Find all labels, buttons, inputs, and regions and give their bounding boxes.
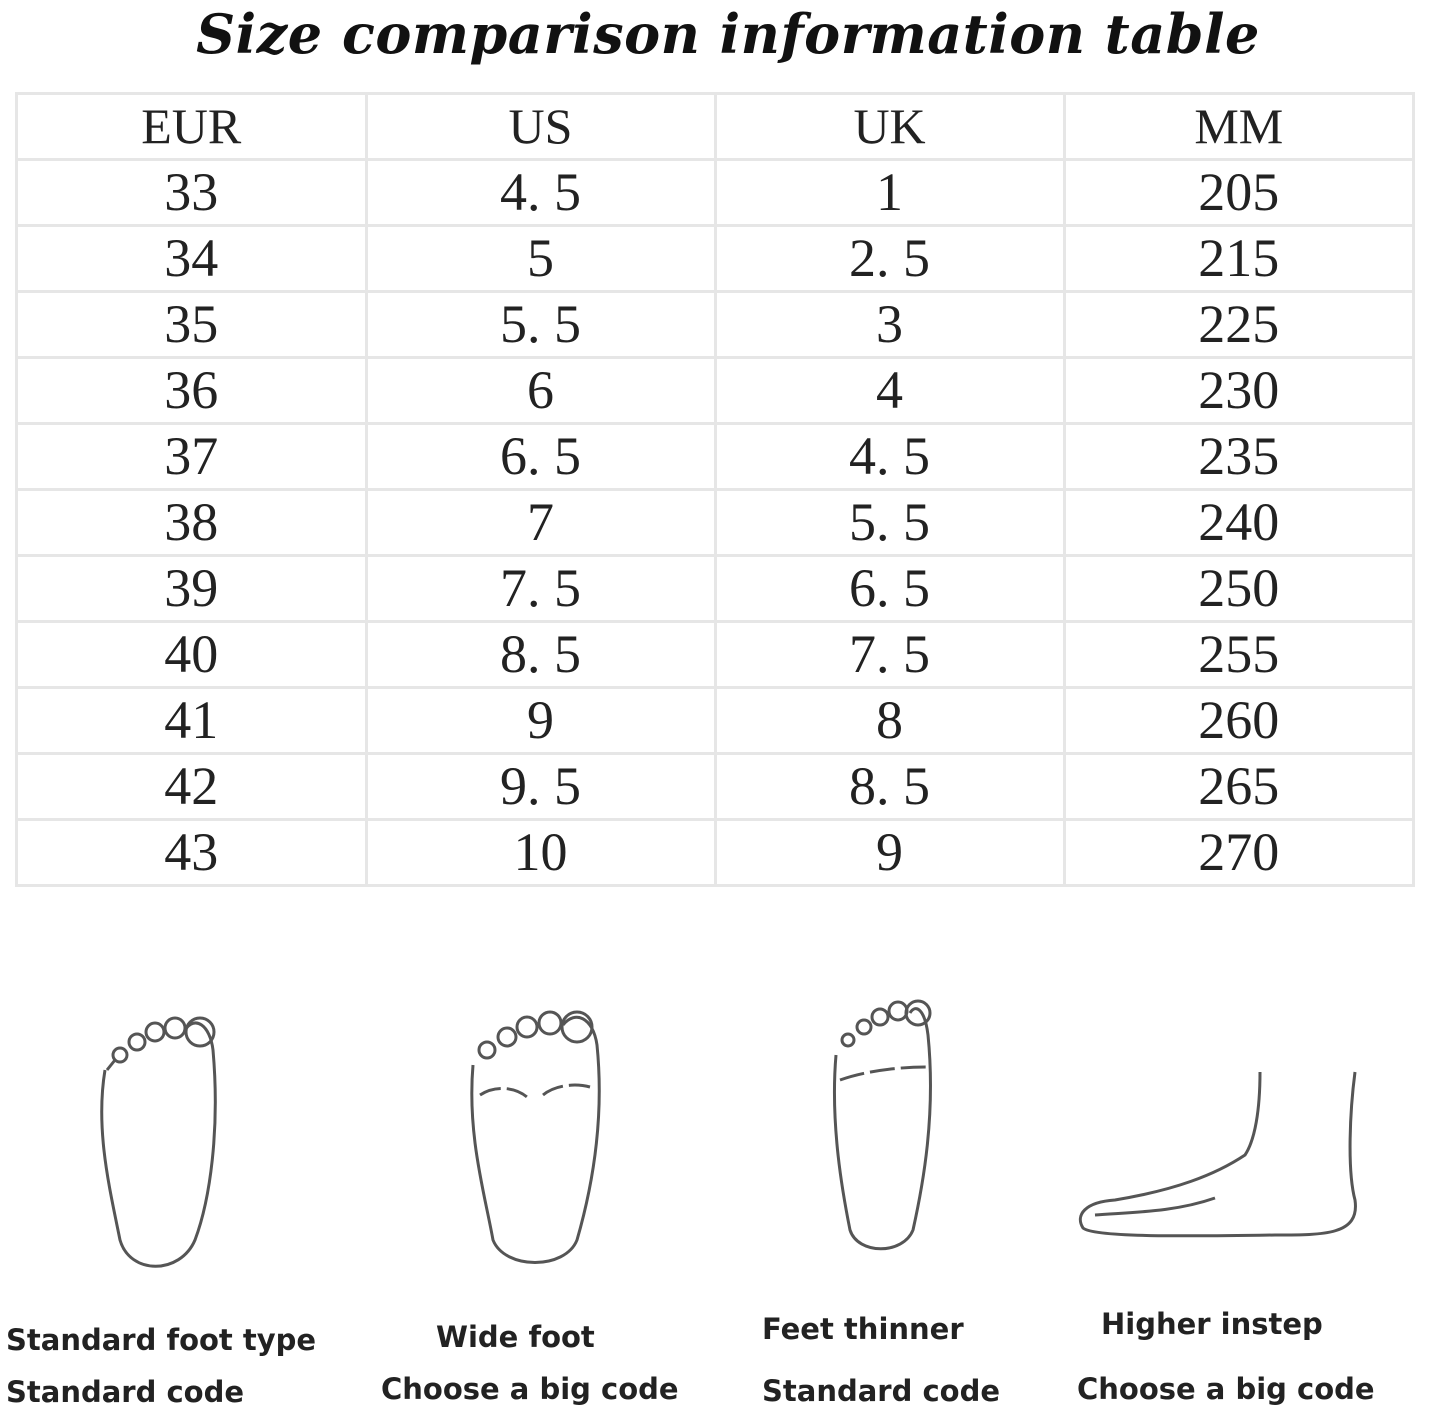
table-cell: 8. 5: [713, 752, 1066, 821]
table-row: 38 7 5. 5 240: [15, 488, 1416, 557]
table-cell: 240: [1062, 488, 1416, 557]
table-cell: 7. 5: [364, 554, 717, 623]
table-cell: 5: [364, 224, 717, 293]
table-row: 34 5 2. 5 215: [15, 224, 1416, 293]
table-header-row: EUR US UK MM: [15, 92, 1416, 161]
table-cell: 4. 5: [713, 422, 1066, 491]
table-cell: 34: [15, 224, 368, 293]
table-cell: 43: [15, 818, 368, 887]
table-cell: 38: [15, 488, 368, 557]
table-cell: 270: [1062, 818, 1416, 887]
foot-advice-label-4: Choose a big code: [1077, 1372, 1375, 1406]
foot-type-label-1: Standard foot type: [6, 1323, 317, 1357]
table-row: 41 9 8 260: [15, 686, 1416, 755]
table-cell: 265: [1062, 752, 1416, 821]
table-cell: 8: [713, 686, 1066, 755]
table-cell: 42: [15, 752, 368, 821]
table-cell: 4. 5: [364, 158, 717, 227]
table-cell: 35: [15, 290, 368, 359]
size-table: EUR US UK MM 33 4. 5 1 205 34 5 2. 5 215 35 5. 5 3 225 3…: [15, 92, 1416, 887]
table-cell: 39: [15, 554, 368, 623]
table-cell: 37: [15, 422, 368, 491]
table-cell: 5. 5: [364, 290, 717, 359]
table-cell: 10: [364, 818, 717, 887]
table-cell: 260: [1062, 686, 1416, 755]
table-cell: 7. 5: [713, 620, 1066, 689]
table-cell: 205: [1062, 158, 1416, 227]
page-title: Size comparison information table: [196, 2, 1260, 66]
table-cell: 7: [364, 488, 717, 557]
table-row: 43 10 9 270: [15, 818, 1416, 887]
table-cell: 235: [1062, 422, 1416, 491]
foot-type-label-4: Higher instep: [1101, 1307, 1323, 1341]
table-cell: 41: [15, 686, 368, 755]
table-cell: 9: [364, 686, 717, 755]
table-cell: 230: [1062, 356, 1416, 425]
high-instep-foot-illustration: [1075, 1070, 1365, 1255]
wide-foot-illustration: [465, 1005, 605, 1275]
thin-foot-illustration: [828, 995, 938, 1260]
table-cell: 6. 5: [364, 422, 717, 491]
table-row: 37 6. 5 4. 5 235: [15, 422, 1416, 491]
foot-type-label-3: Feet thinner: [762, 1312, 964, 1346]
table-cell: 36: [15, 356, 368, 425]
table-row: 33 4. 5 1 205: [15, 158, 1416, 227]
table-row: 42 9. 5 8. 5 265: [15, 752, 1416, 821]
table-cell: 8. 5: [364, 620, 717, 689]
table-cell: 3: [713, 290, 1066, 359]
table-cell: 6: [364, 356, 717, 425]
header-cell: UK: [713, 92, 1066, 161]
header-cell: MM: [1062, 92, 1416, 161]
table-cell: 9: [713, 818, 1066, 887]
table-cell: 9. 5: [364, 752, 717, 821]
foot-type-label-2: Wide foot: [436, 1320, 595, 1354]
table-cell: 225: [1062, 290, 1416, 359]
table-cell: 40: [15, 620, 368, 689]
table-cell: 1: [713, 158, 1066, 227]
table-cell: 5. 5: [713, 488, 1066, 557]
header-cell: US: [364, 92, 717, 161]
table-cell: 250: [1062, 554, 1416, 623]
table-cell: 6. 5: [713, 554, 1066, 623]
table-row: 40 8. 5 7. 5 255: [15, 620, 1416, 689]
foot-advice-label-1: Standard code: [6, 1375, 244, 1409]
foot-advice-label-2: Choose a big code: [381, 1372, 679, 1406]
header-cell: EUR: [15, 92, 368, 161]
table-cell: 33: [15, 158, 368, 227]
foot-advice-label-3: Standard code: [762, 1374, 1000, 1408]
table-cell: 2. 5: [713, 224, 1066, 293]
table-row: 36 6 4 230: [15, 356, 1416, 425]
table-row: 39 7. 5 6. 5 250: [15, 554, 1416, 623]
table-cell: 215: [1062, 224, 1416, 293]
table-row: 35 5. 5 3 225: [15, 290, 1416, 359]
standard-foot-illustration: [95, 1010, 225, 1280]
table-cell: 4: [713, 356, 1066, 425]
table-cell: 255: [1062, 620, 1416, 689]
